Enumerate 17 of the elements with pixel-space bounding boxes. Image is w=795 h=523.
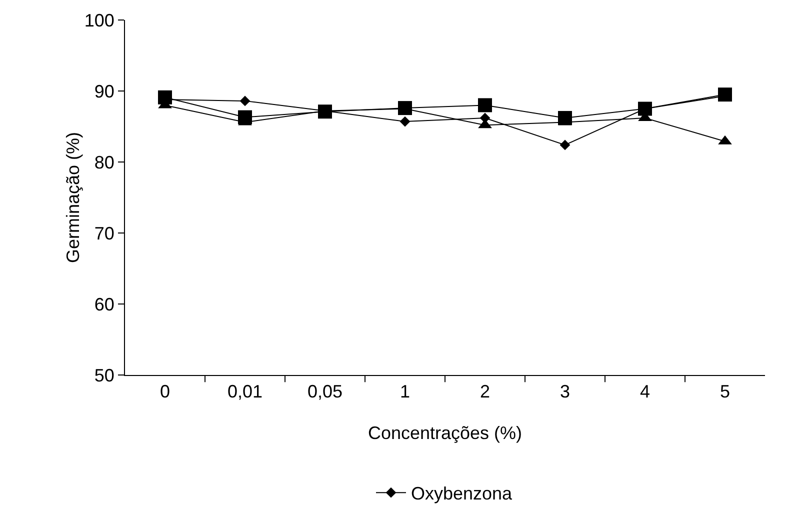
x-tick-label: 0,01	[227, 382, 263, 402]
x-tick-label: 2	[480, 382, 490, 402]
x-tick-label: 5	[720, 382, 730, 402]
y-axis-title: Germinação (%)	[63, 132, 83, 264]
legend-label: Oxybenzona	[411, 484, 514, 504]
x-tick-label: 0	[160, 382, 170, 402]
y-tick-label: 70	[94, 223, 114, 244]
x-tick-label: 3	[560, 382, 570, 402]
x-tick-label: 4	[640, 382, 650, 402]
y-tick-label: 90	[94, 81, 114, 102]
x-tick-label: 1	[400, 382, 410, 402]
x-tick-label: 0,05	[307, 382, 343, 402]
y-tick-label: 100	[84, 10, 114, 30]
y-tick-label: 60	[94, 294, 114, 314]
x-axis-title: Concentrações (%)	[368, 423, 522, 443]
y-tick-label: 50	[94, 365, 114, 386]
y-tick-label: 80	[94, 152, 114, 172]
